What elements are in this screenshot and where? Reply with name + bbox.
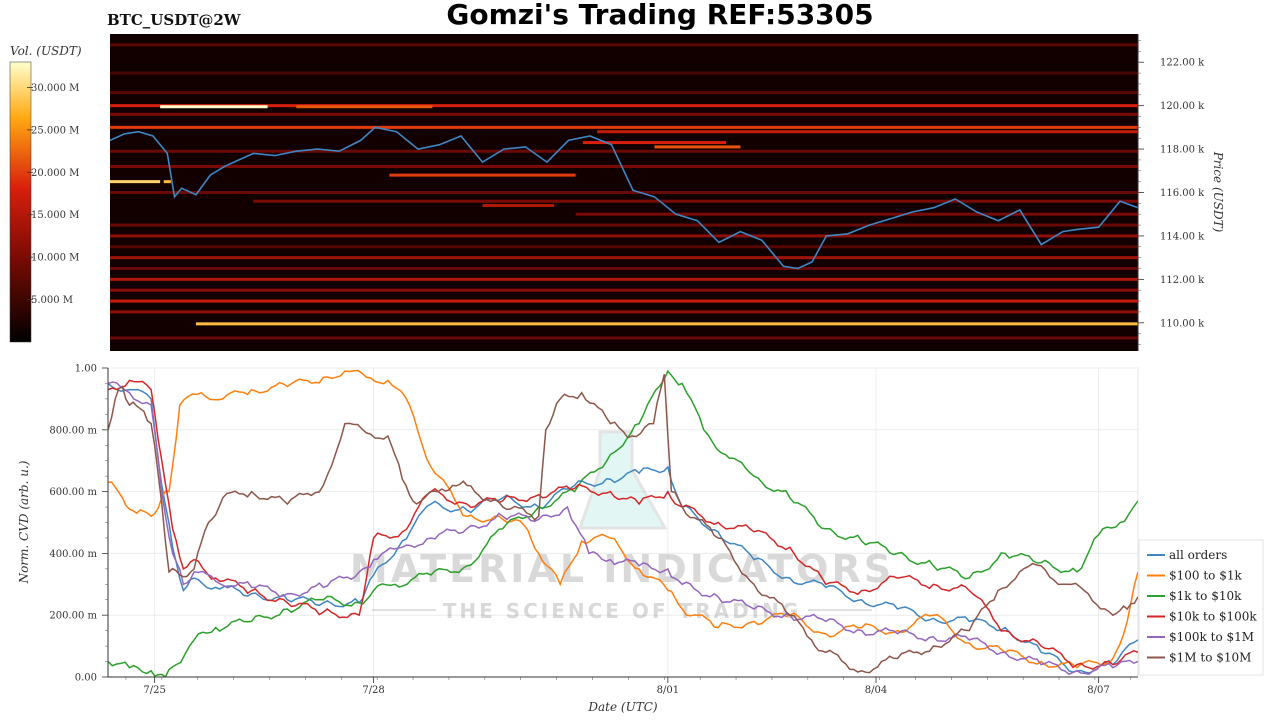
liquidity-level (110, 223, 1138, 227)
liquidity-level (582, 141, 727, 145)
cvd-x-tick-label: 8/01 (657, 685, 679, 696)
liquidity-level (110, 256, 1138, 260)
liquidity-level (110, 149, 1138, 153)
colorbar: Vol. (USDT) 5.000 M 10.000 M 15.000 M 20.00… (9, 44, 82, 343)
cvd-series-line (108, 369, 1138, 677)
cvd-series-line (108, 374, 1138, 674)
cvd-plot-area (107, 367, 1139, 678)
liquidity-level (597, 130, 1138, 134)
legend-label: $1k to $10k (1169, 589, 1242, 603)
price-tick-label: 122.00 k (1160, 58, 1205, 69)
cvd-x-tick-label: 7/25 (143, 685, 165, 696)
colorbar-tick-label: 30.000 M (31, 83, 79, 94)
cvd-y-ticks: 0.00 200.00 m 400.00 m 600.00 m 800.00 m 1.00 (49, 364, 108, 684)
liquidity-level (110, 299, 1138, 303)
cvd-x-tick-label: 8/07 (1087, 685, 1109, 696)
liquidity-level (110, 71, 1138, 75)
liquidity-level (160, 105, 268, 109)
colorbar-tick-label: 15.000 M (31, 210, 79, 221)
liquidity-level (110, 310, 1138, 314)
price-tick-label: 118.00 k (1160, 145, 1205, 156)
liquidity-level (575, 212, 1138, 216)
liquidity-level (110, 104, 1138, 108)
liquidity-level (195, 322, 1138, 326)
cvd-x-axis-label: Date (UTC) (587, 700, 657, 714)
liquidity-level (110, 43, 1138, 47)
liquidity-level (110, 245, 1138, 249)
cvd-y-axis-label: Norm. CVD (arb. u.) (17, 460, 31, 584)
liquidity-level (110, 91, 1138, 95)
symbol-label: BTC_USDT@2W (107, 11, 242, 29)
colorbar-tick-label: 10.000 M (31, 253, 79, 264)
price-tick-label: 114.00 k (1160, 231, 1205, 242)
price-line (110, 126, 1138, 270)
page-title: Gomzi's Trading REF:53305 (446, 0, 873, 31)
cvd-x-tick-label: 8/04 (865, 685, 887, 696)
cvd-y-tick-label: 200.00 m (49, 611, 97, 622)
liquidity-level (110, 191, 1138, 194)
colorbar-tick-label: 20.000 M (31, 168, 79, 179)
liquidity-level (110, 234, 1138, 238)
liquidity-level (110, 125, 1138, 129)
liquidity-levels (110, 43, 1138, 340)
legend-label: $10k to $100k (1169, 610, 1257, 624)
colorbar-gradient (9, 61, 32, 343)
colorbar-label: Vol. (USDT) (10, 44, 82, 58)
cvd-y-tick-label: 600.00 m (49, 487, 97, 498)
cvd-series-line (108, 381, 1138, 676)
liquidity-level (253, 199, 1138, 203)
price-axis-ticks: 110.00 k 112.00 k 114.00 k 116.00 k 118.00 k… (1138, 40, 1205, 345)
liquidity-level (110, 112, 1138, 116)
liquidity-level (482, 204, 555, 208)
legend-label: $100 to $1k (1169, 569, 1242, 583)
price-axis-label: Price (USDT) (1211, 151, 1225, 233)
watermark-line2: THE SCIENCE OF TRADING (443, 599, 802, 623)
price-tick-label: 120.00 k (1160, 101, 1205, 112)
cvd-series-lines (108, 369, 1138, 677)
legend-label: all orders (1169, 548, 1227, 562)
price-tick-label: 116.00 k (1160, 188, 1205, 199)
cvd-x-tick-label: 7/28 (362, 685, 384, 696)
cvd-series-line (108, 369, 1138, 669)
cvd-series-line (108, 379, 1138, 671)
cvd-y-tick-label: 1.00 (75, 364, 97, 375)
liquidity-level (110, 266, 1138, 270)
cvd-x-ticks: 7/25 7/28 8/01 8/04 8/07 (125, 677, 1132, 696)
liquidity-level (110, 180, 161, 184)
liquidity-level (110, 164, 1138, 168)
legend-label: $100k to $1M (1169, 630, 1254, 644)
cvd-y-tick-label: 400.00 m (49, 549, 97, 560)
price-tick-label: 110.00 k (1160, 318, 1205, 329)
cvd-panel: MATERIAL INDICATORS THE SCIENCE OF TRADI… (17, 364, 1139, 714)
cvd-y-tick-label: 0.00 (75, 673, 97, 684)
liquidity-level (110, 277, 1138, 281)
legend-box (1138, 539, 1264, 676)
colorbar-ticks: 5.000 M 10.000 M 15.000 M 20.000 M 25.000 M 3… (27, 83, 79, 306)
liquidity-level (296, 105, 433, 109)
heatmap-panel: 110.00 k 112.00 k 114.00 k 116.00 k 118.00 k… (110, 34, 1225, 351)
colorbar-tick-label: 5.000 M (31, 295, 73, 306)
legend-items: all orders $100 to $1k $1k to $10k $10k to … (1147, 548, 1257, 665)
liquidity-level (110, 336, 1138, 340)
legend-label: $1M to $10M (1169, 651, 1251, 665)
liquidity-level (110, 288, 1138, 292)
cvd-y-tick-label: 800.00 m (49, 425, 97, 436)
colorbar-tick-label: 25.000 M (31, 125, 79, 136)
price-tick-label: 112.00 k (1160, 275, 1205, 286)
liquidity-level (163, 180, 171, 184)
liquidity-level (654, 145, 741, 149)
legend: all orders $100 to $1k $1k to $10k $10k to … (1138, 539, 1264, 676)
liquidity-level (389, 173, 576, 177)
